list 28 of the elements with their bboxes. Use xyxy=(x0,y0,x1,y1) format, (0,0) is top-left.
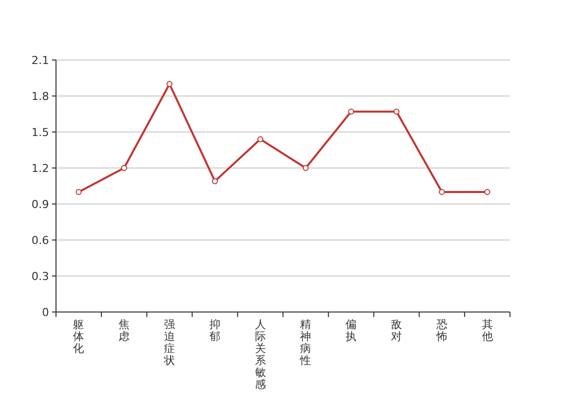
y-tick-label: 1.5 xyxy=(32,126,49,139)
x-tick-label: 抑郁 xyxy=(209,318,220,343)
x-tick-label: 人际关系敏感 xyxy=(254,318,266,391)
x-tick-label: 其他 xyxy=(482,318,493,343)
point xyxy=(257,136,264,142)
point xyxy=(484,189,490,195)
y-tick-label: 0.6 xyxy=(32,234,49,247)
x-tick-label: 躯体化 xyxy=(73,318,84,355)
y-tick-label: 0.3 xyxy=(32,270,49,283)
x-tick-label: 敌对 xyxy=(391,318,402,343)
y-tick-label: 2.1 xyxy=(32,54,49,67)
x-tick-label: 偏执 xyxy=(346,318,357,343)
point xyxy=(121,165,128,171)
point xyxy=(166,81,172,87)
y-tick-label: 1.8 xyxy=(32,90,49,103)
y-tick-label: 0.9 xyxy=(32,198,49,211)
x-tick-label: 强迫症状 xyxy=(163,318,175,367)
y-tick-label: 0 xyxy=(42,306,49,319)
x-tick-label: 恐怖 xyxy=(435,318,448,343)
point xyxy=(302,165,309,171)
point xyxy=(348,108,354,115)
point xyxy=(438,189,445,195)
point xyxy=(212,178,218,184)
x-tick-label: 精神病性 xyxy=(299,318,312,367)
y-tick-label: 1.2 xyxy=(32,162,49,175)
x-tick-label: 焦虑 xyxy=(118,318,130,343)
point xyxy=(76,189,82,195)
point xyxy=(394,108,400,115)
